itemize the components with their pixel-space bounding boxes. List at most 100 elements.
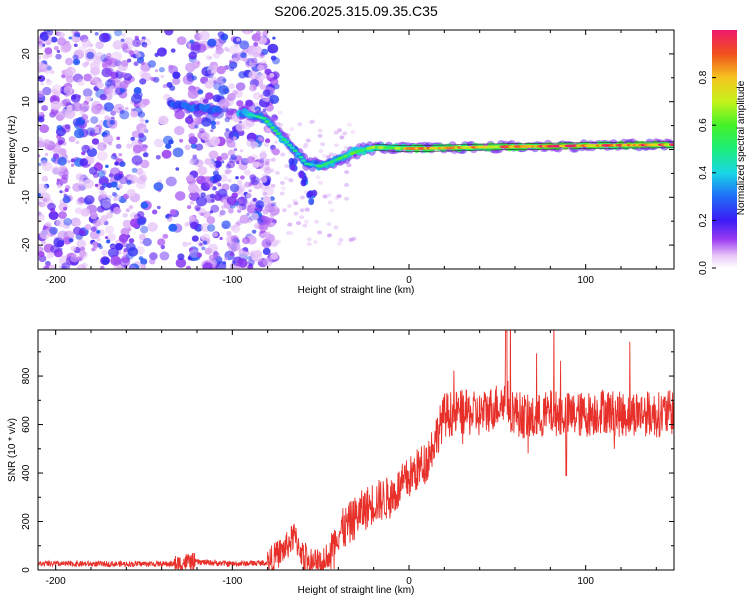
- noise-blob: [38, 246, 44, 253]
- noise-blob: [188, 114, 193, 119]
- noise-blob: [139, 118, 145, 123]
- noise-blob: [223, 256, 229, 261]
- noise-blob: [188, 51, 197, 60]
- x-tick-label: -100: [222, 275, 242, 286]
- noise-blob: [139, 174, 148, 182]
- noise-blob: [229, 241, 241, 252]
- noise-blob: [333, 225, 339, 230]
- noise-blob: [227, 178, 232, 183]
- noise-blob: [318, 149, 324, 153]
- noise-blob: [229, 45, 240, 55]
- noise-blob: [274, 140, 278, 144]
- noise-blob: [131, 93, 142, 104]
- noise-blob: [136, 180, 146, 190]
- noise-blob: [38, 90, 45, 98]
- ridge-core: [289, 146, 295, 150]
- noise-blob: [80, 246, 86, 252]
- noise-blob: [202, 262, 213, 269]
- noise-blob: [145, 119, 149, 124]
- noise-blob: [88, 43, 94, 48]
- noise-blob: [84, 61, 90, 66]
- noise-blob: [121, 32, 126, 37]
- ridge-core: [267, 123, 273, 126]
- noise-blob: [63, 206, 68, 211]
- noise-blob: [56, 178, 61, 182]
- noise-blob: [206, 216, 216, 225]
- noise-blob: [190, 221, 199, 230]
- noise-blob: [92, 126, 100, 134]
- noise-blob: [117, 61, 128, 72]
- noise-blob: [314, 219, 319, 224]
- noise-blob: [333, 143, 339, 148]
- noise-blob: [246, 156, 255, 164]
- noise-blob: [106, 212, 113, 219]
- noise-blob: [351, 236, 357, 241]
- noise-blob: [236, 205, 243, 211]
- noise-blob: [318, 180, 323, 185]
- ridge-core: [264, 120, 270, 123]
- noise-blob: [68, 36, 73, 40]
- noise-blob: [165, 176, 177, 187]
- noise-blob: [105, 164, 109, 168]
- snr-y-ticks: 0 200 400 600 800: [21, 351, 674, 573]
- noise-blob: [58, 211, 67, 220]
- noise-blob: [247, 51, 255, 57]
- noise-blob: [249, 84, 257, 92]
- noise-blob: [234, 43, 239, 48]
- noise-blob: [101, 63, 108, 69]
- noise-blob: [259, 84, 267, 90]
- noise-blob: [296, 221, 301, 226]
- noise-blob: [158, 67, 165, 73]
- noise-blob: [130, 136, 135, 141]
- noise-blob: [38, 162, 42, 167]
- figure-title: S206.2025.315.09.35.C35: [274, 3, 438, 19]
- noise-blob: [210, 124, 216, 130]
- noise-blob: [38, 75, 46, 82]
- noise-blob: [118, 233, 129, 243]
- colorbar: 0.0 0.2 0.4 0.6 0.8 Normalized spectral ampl…: [698, 30, 747, 275]
- noise-blob: [114, 30, 123, 37]
- noise-blob: [84, 224, 92, 231]
- spectrogram-ridge: [166, 97, 674, 205]
- noise-blob: [188, 160, 194, 165]
- noise-blob: [226, 231, 232, 236]
- noise-blob: [149, 252, 158, 261]
- noise-blob: [57, 37, 67, 46]
- noise-blob: [253, 42, 259, 47]
- ridge-core: [261, 117, 267, 120]
- noise-blob: [329, 208, 335, 213]
- noise-blob: [138, 132, 145, 138]
- y-tick-label: 0: [21, 567, 32, 573]
- snr-x-ticks: -200 -100 0 100: [46, 330, 657, 587]
- noise-blob: [270, 157, 276, 162]
- noise-blob: [184, 144, 191, 151]
- noise-blob: [344, 182, 350, 187]
- noise-blob: [284, 164, 289, 169]
- noise-blob: [75, 173, 84, 181]
- noise-blob: [251, 33, 261, 42]
- noise-blob: [86, 51, 95, 60]
- noise-blob: [306, 242, 312, 247]
- spectrogram-x-label: Height of straight line (km): [298, 285, 415, 296]
- noise-blob: [124, 107, 129, 111]
- noise-blob: [62, 195, 71, 204]
- noise-blob: [305, 138, 311, 143]
- noise-blob: [202, 240, 208, 245]
- noise-blob: [338, 237, 344, 242]
- noise-blob: [112, 197, 118, 202]
- colorbar-tick-label: 0.2: [698, 213, 709, 227]
- noise-blob: [219, 236, 223, 241]
- noise-blob: [91, 100, 102, 110]
- noise-blob: [99, 32, 110, 43]
- noise-blob: [236, 196, 248, 207]
- noise-blob: [218, 213, 223, 217]
- noise-blob: [224, 117, 231, 123]
- noise-blob: [303, 142, 309, 147]
- noise-blob: [299, 195, 305, 200]
- noise-blob: [77, 94, 81, 99]
- noise-blob: [132, 144, 143, 154]
- noise-blob: [58, 139, 64, 145]
- noise-blob: [128, 263, 140, 269]
- noise-blob: [103, 220, 109, 226]
- noise-blob: [38, 116, 45, 123]
